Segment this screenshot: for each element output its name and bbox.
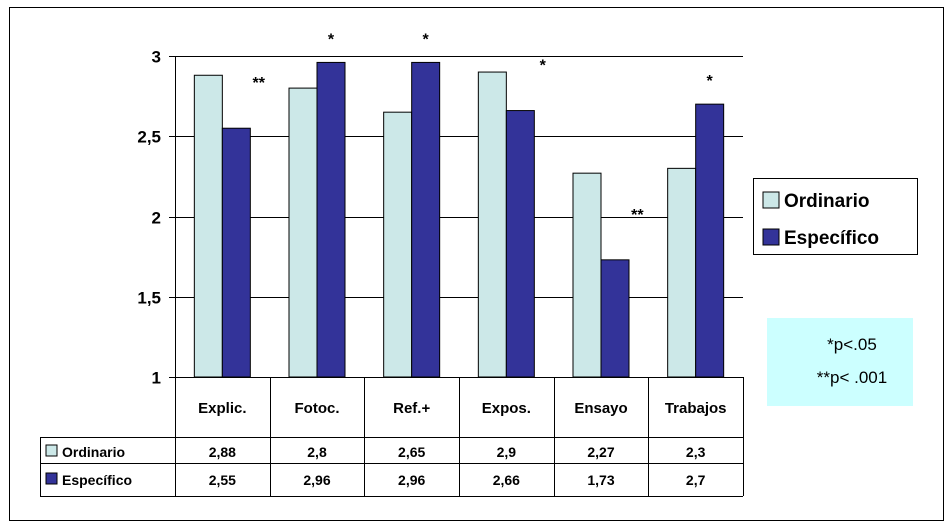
legend-label: Ordinario — [784, 191, 870, 212]
bar-específico-2 — [411, 61, 441, 378]
category-label: Trabajos — [665, 400, 727, 417]
category-label: Ref.+ — [393, 400, 430, 417]
bar-ordinario-3 — [477, 71, 507, 378]
table-legend-swatch-0 — [45, 444, 58, 457]
y-tick-label: 3 — [152, 48, 161, 67]
bar-ordinario-1 — [288, 87, 318, 378]
table-cell: 2,96 — [398, 472, 425, 488]
table-cell: 2,9 — [497, 444, 517, 460]
table-legend-swatch-1 — [45, 472, 58, 485]
table-cell: 2,27 — [587, 444, 614, 460]
bar-específico-0 — [221, 127, 251, 378]
significance-marker: * — [423, 31, 430, 48]
note-box — [767, 318, 913, 406]
bar-específico-3 — [505, 110, 535, 378]
table-cell: 2,7 — [686, 472, 706, 488]
bar-ordinario-4 — [572, 172, 602, 378]
category-label: Ensayo — [574, 400, 627, 417]
bar-ordinario-5 — [667, 167, 697, 378]
table-cell: 2,66 — [493, 472, 520, 488]
significance-marker: * — [328, 31, 335, 48]
significance-markers: *** ***** — [253, 31, 714, 223]
table-cell: 2,88 — [209, 444, 236, 460]
table-cell: 2,96 — [303, 472, 330, 488]
bar-ordinario-2 — [383, 111, 413, 378]
category-label: Expos. — [482, 400, 531, 417]
legend-box — [753, 178, 918, 255]
table-cell: 2,55 — [209, 472, 236, 488]
category-label: Explic. — [198, 400, 246, 417]
legend-label: Específico — [784, 228, 879, 249]
table-row-label: Específico — [62, 472, 132, 488]
table-cell: 2,3 — [686, 444, 706, 460]
table-cell: 2,65 — [398, 444, 425, 460]
bars — [193, 61, 725, 378]
bar-específico-5 — [695, 103, 725, 378]
significance-marker: * — [707, 73, 714, 90]
category-label: Fotoc. — [295, 400, 340, 417]
significance-marker: * — [540, 58, 547, 75]
legend: Ordinario Específico — [753, 178, 918, 255]
legend-swatch-0 — [762, 191, 780, 209]
y-tick-label: 2 — [152, 209, 161, 228]
note-line: *p<.05 — [827, 335, 877, 354]
significance-note: *p<.05 **p< .001 — [767, 318, 913, 406]
table-row-label: Ordinario — [62, 444, 125, 460]
y-tick-label: 2,5 — [137, 128, 161, 147]
bar-ordinario-0 — [193, 74, 223, 378]
significance-marker: ** — [631, 207, 644, 224]
significance-marker: ** — [253, 75, 266, 92]
axes: 1 1,5 2 2,5 3 — [137, 48, 176, 496]
bar-específico-1 — [316, 61, 346, 378]
table-cell: 1,73 — [587, 472, 614, 488]
note-line: **p< .001 — [817, 368, 887, 387]
y-tick-label: 1,5 — [137, 289, 161, 308]
legend-swatch-1 — [762, 228, 780, 246]
data-table: Explic. Fotoc. Ref.+ Expos. Ensayo Trabajos Or… — [40, 377, 744, 497]
bar-específico-4 — [600, 259, 630, 378]
table-cell: 2,8 — [307, 444, 327, 460]
y-tick-label: 1 — [152, 369, 161, 388]
outer-frame — [9, 7, 944, 521]
